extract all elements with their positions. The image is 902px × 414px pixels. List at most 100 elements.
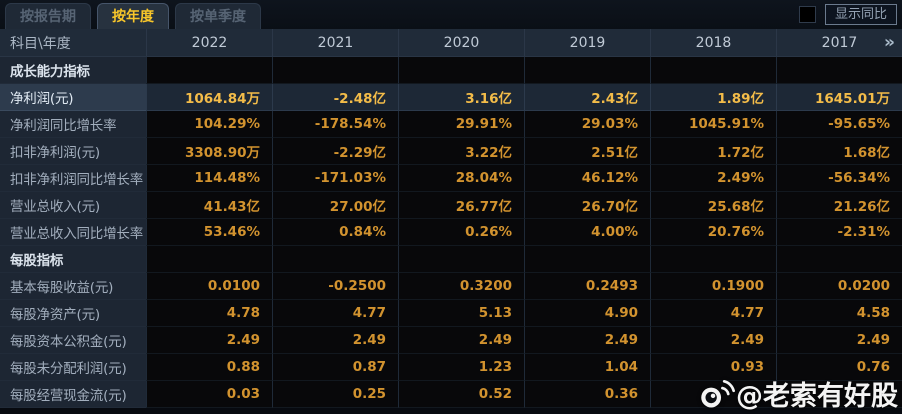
- year-column-header: 2020: [398, 29, 524, 56]
- value-cell: 1.23: [398, 354, 524, 381]
- value-cell: [776, 246, 902, 273]
- value-cell: 3.16亿: [398, 84, 524, 111]
- value-cell: 1.68亿: [776, 138, 902, 165]
- table-row[interactable]: 每股资本公积金(元) 2.49 2.49 2.49 2.49 2.49 2.49: [0, 327, 902, 354]
- year-label: 2019: [569, 34, 606, 51]
- row-label: 每股未分配利润(元): [0, 354, 146, 381]
- row-label: 净利润同比增长率: [0, 111, 146, 138]
- year-column-header: 2017 »: [776, 29, 902, 56]
- year-label: 2017: [821, 34, 858, 51]
- table-row[interactable]: 扣非净利润(元) 3308.90万 -2.29亿 3.22亿 2.51亿 1.72亿 1.6…: [0, 138, 902, 165]
- value-cell: [524, 246, 650, 273]
- section-header-row[interactable]: 每股指标: [0, 246, 902, 273]
- value-cell: 0.1900: [650, 273, 776, 300]
- table-row[interactable]: 营业总收入同比增长率 53.46% 0.84% 0.26% 4.00% 20.76% -2.…: [0, 219, 902, 246]
- row-label: 成长能力指标: [0, 57, 146, 84]
- value-cell: 1.72亿: [650, 138, 776, 165]
- section-header-row[interactable]: 成长能力指标: [0, 57, 902, 84]
- value-cell: 4.77: [272, 300, 398, 327]
- value-cell: 0.52: [398, 381, 524, 408]
- value-cell: [650, 246, 776, 273]
- value-cell: [146, 246, 272, 273]
- value-cell: 4.58: [776, 300, 902, 327]
- value-cell: 1.89亿: [650, 84, 776, 111]
- value-cell: [776, 57, 902, 84]
- row-label: 每股资本公积金(元): [0, 327, 146, 354]
- value-cell: 2.49: [524, 327, 650, 354]
- value-cell: [650, 57, 776, 84]
- row-label: 每股指标: [0, 246, 146, 273]
- value-cell: -2.48亿: [272, 84, 398, 111]
- value-cell: 1645.01万: [776, 84, 902, 111]
- value-cell: 0.0200: [776, 273, 902, 300]
- table-header-row: 科目\年度 2022 2021 2020 2019 2018 2017 »: [0, 29, 902, 57]
- row-label: 基本每股收益(元): [0, 273, 146, 300]
- year-label: 2021: [317, 34, 354, 51]
- year-label: 2018: [695, 34, 732, 51]
- value-cell: 4.00%: [524, 219, 650, 246]
- tab-by-year[interactable]: 按年度: [97, 3, 169, 29]
- table-row[interactable]: 净利润(元) 1064.84万 -2.48亿 3.16亿 2.43亿 1.89亿 1645.…: [0, 84, 902, 111]
- show-yoy-checkbox[interactable]: [798, 6, 816, 23]
- year-column-header: 2018: [650, 29, 776, 56]
- value-cell: -56.34%: [776, 165, 902, 192]
- show-yoy-button[interactable]: 显示同比: [824, 4, 897, 25]
- value-cell: -0.2500: [272, 273, 398, 300]
- row-label: 营业总收入(元): [0, 192, 146, 219]
- row-label: 每股经营现金流(元): [0, 381, 146, 408]
- value-cell: 25.68亿: [650, 192, 776, 219]
- value-cell: 0.87: [272, 354, 398, 381]
- next-columns-chevron-icon[interactable]: »: [884, 32, 895, 52]
- table-body: 成长能力指标 净利润(元) 1064.84万 -2.48亿 3.16亿 2.43亿 1.89…: [0, 57, 902, 408]
- value-cell: 1064.84万: [146, 84, 272, 111]
- tab-by-single-quarter[interactable]: 按单季度: [175, 3, 261, 29]
- value-cell: 0.03: [146, 381, 272, 408]
- table-row[interactable]: 每股经营现金流(元) 0.03 0.25 0.52 0.36: [0, 381, 902, 408]
- value-cell: 4.77: [650, 300, 776, 327]
- value-cell: 0.2493: [524, 273, 650, 300]
- value-cell: 5.13: [398, 300, 524, 327]
- value-cell: 0.93: [650, 354, 776, 381]
- value-cell: 4.90: [524, 300, 650, 327]
- value-cell: 53.46%: [146, 219, 272, 246]
- yoy-controls: 显示同比: [798, 4, 897, 25]
- row-label: 扣非净利润(元): [0, 138, 146, 165]
- table-row[interactable]: 每股未分配利润(元) 0.88 0.87 1.23 1.04 0.93 0.76: [0, 354, 902, 381]
- value-cell: 0.3200: [398, 273, 524, 300]
- value-cell: 46.12%: [524, 165, 650, 192]
- value-cell: 1045.91%: [650, 111, 776, 138]
- year-label: 2022: [191, 34, 228, 51]
- value-cell: [398, 246, 524, 273]
- table-row[interactable]: 每股净资产(元) 4.78 4.77 5.13 4.90 4.77 4.58: [0, 300, 902, 327]
- value-cell: 2.43亿: [524, 84, 650, 111]
- value-cell: -178.54%: [272, 111, 398, 138]
- value-cell: 29.03%: [524, 111, 650, 138]
- value-cell: -95.65%: [776, 111, 902, 138]
- year-column-header: 2022: [146, 29, 272, 56]
- value-cell: 20.76%: [650, 219, 776, 246]
- row-label: 净利润(元): [0, 84, 146, 111]
- value-cell: 26.70亿: [524, 192, 650, 219]
- value-cell: 114.48%: [146, 165, 272, 192]
- value-cell: -171.03%: [272, 165, 398, 192]
- value-cell: 0.76: [776, 354, 902, 381]
- value-cell: [776, 381, 902, 408]
- value-cell: 0.88: [146, 354, 272, 381]
- tab-by-report-period[interactable]: 按报告期: [5, 3, 91, 29]
- table-row[interactable]: 净利润同比增长率 104.29% -178.54% 29.91% 29.03% 1045.…: [0, 111, 902, 138]
- value-cell: 2.51亿: [524, 138, 650, 165]
- table-row[interactable]: 基本每股收益(元) 0.0100 -0.2500 0.3200 0.2493 0.1900…: [0, 273, 902, 300]
- value-cell: 104.29%: [146, 111, 272, 138]
- year-column-header: 2019: [524, 29, 650, 56]
- value-cell: [272, 246, 398, 273]
- value-cell: 0.36: [524, 381, 650, 408]
- table-row[interactable]: 营业总收入(元) 41.43亿 27.00亿 26.77亿 26.70亿 25.68亿 21…: [0, 192, 902, 219]
- value-cell: 2.49%: [650, 165, 776, 192]
- table-row[interactable]: 扣非净利润同比增长率 114.48% -171.03% 28.04% 46.12% 2.4…: [0, 165, 902, 192]
- value-cell: 2.49: [776, 327, 902, 354]
- row-label: 扣非净利润同比增长率: [0, 165, 146, 192]
- value-cell: 2.49: [146, 327, 272, 354]
- year-label: 2020: [443, 34, 480, 51]
- value-cell: 0.84%: [272, 219, 398, 246]
- value-cell: 2.49: [272, 327, 398, 354]
